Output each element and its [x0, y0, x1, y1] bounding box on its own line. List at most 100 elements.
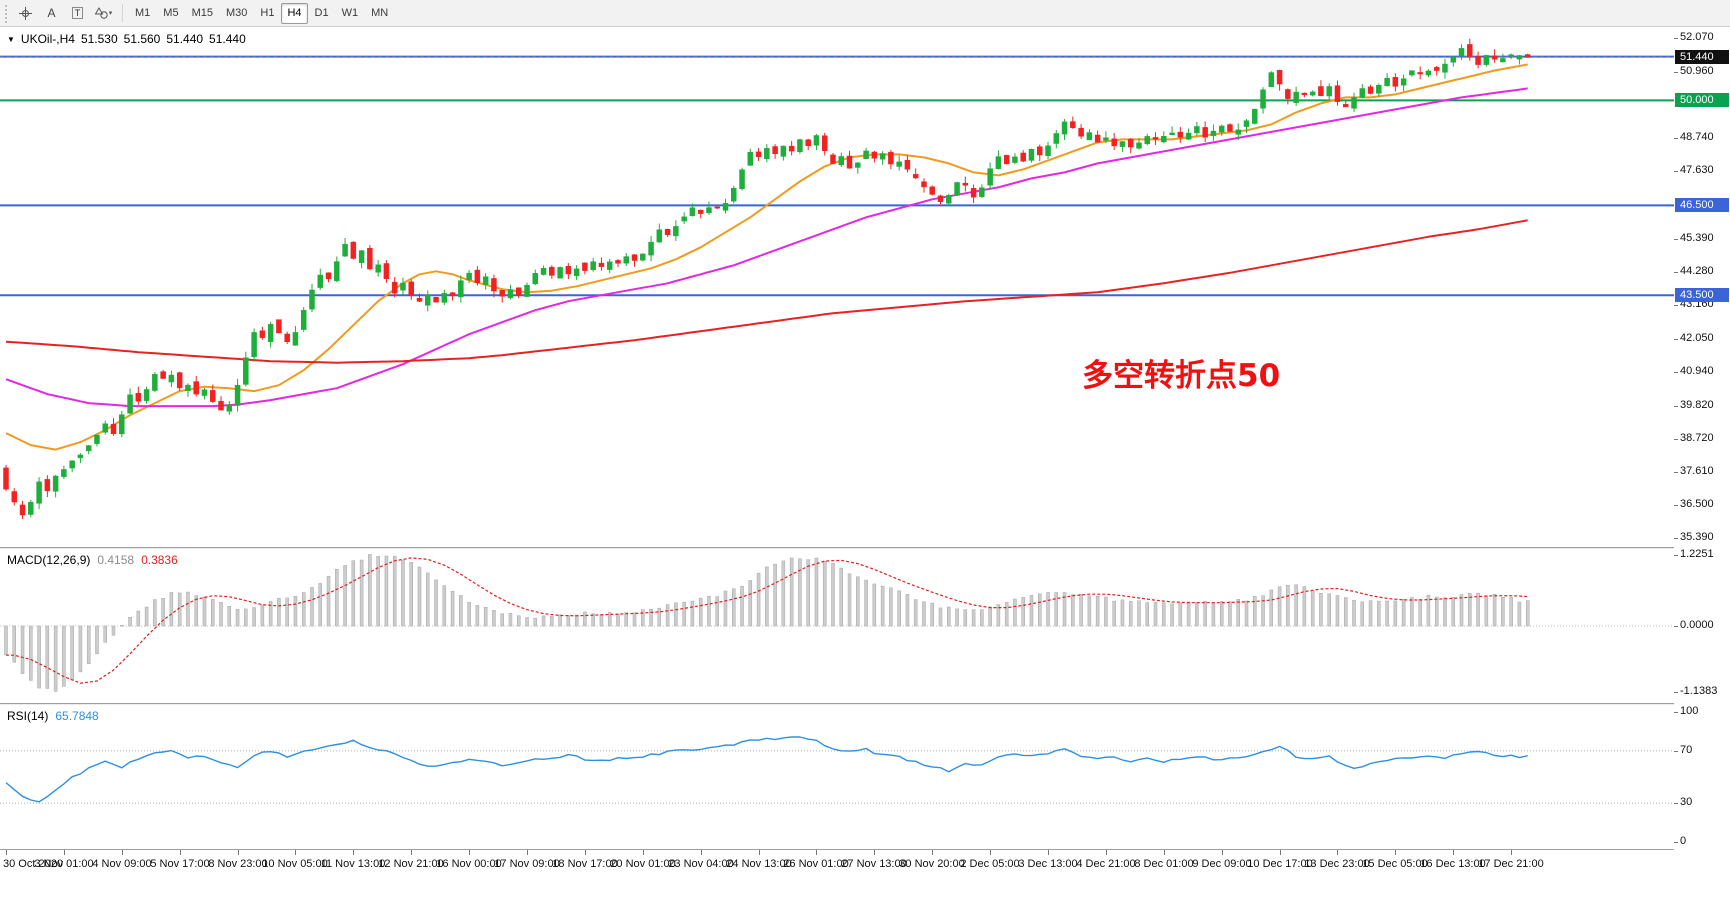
time-axis-tick [64, 850, 65, 855]
time-axis-label: 18 Nov 17:00 [552, 858, 618, 870]
time-axis-label: 5 Nov 17:00 [150, 858, 210, 870]
chart-header: ▼ UKOil-,H4 51.530 51.560 51.440 51.440 [7, 32, 246, 46]
time-axis-label: 8 Nov 23:00 [208, 858, 268, 870]
time-axis-tick [1280, 850, 1281, 855]
macd-histogram [4, 554, 1530, 692]
shapes-icon [94, 7, 108, 19]
time-axis-tick [1337, 850, 1338, 855]
rsi-name: RSI(14) [7, 709, 49, 723]
crosshair-tool-button[interactable] [13, 2, 38, 25]
time-axis-tick [411, 850, 412, 855]
time-axis-label: 26 Nov 01:00 [783, 858, 849, 870]
timeframe-button-m5[interactable]: M5 [157, 3, 184, 24]
price-axis-label: 37.610 [1680, 464, 1714, 477]
time-axis-tick [180, 850, 181, 855]
time-axis-tick [295, 850, 296, 855]
macd-scale-label: 0.0000 [1680, 619, 1714, 631]
time-axis-label: 30 Nov 20:00 [899, 858, 965, 870]
timeframe-button-w1[interactable]: W1 [336, 3, 365, 24]
time-axis-tick [1106, 850, 1107, 855]
macd-pane[interactable] [0, 549, 1674, 703]
axis-tick [1674, 692, 1678, 694]
time-axis-label: 3 Dec 13:00 [1018, 858, 1078, 870]
time-axis-label: 17 Dec 21:00 [1478, 858, 1544, 870]
timeframe-button-h4[interactable]: H4 [281, 2, 308, 24]
time-axis-label: 9 Dec 09:00 [1192, 858, 1252, 870]
time-axis-label: 10 Nov 05:00 [262, 858, 328, 870]
time-axis-label: 11 Nov 13:00 [320, 858, 386, 870]
axis-tick [1674, 38, 1678, 40]
price-axis-label: 50.960 [1680, 64, 1714, 77]
time-axis-tick [816, 850, 817, 855]
toolbar-separator [122, 4, 123, 22]
time-axis-label: 2 Dec 05:00 [960, 858, 1020, 870]
timeframe-button-d1[interactable]: D1 [309, 3, 335, 24]
rsi-indicator-label: RSI(14) 65.7848 [7, 709, 99, 723]
pane-separator[interactable] [0, 547, 1730, 549]
price-axis[interactable]: 52.070 50.960 48.740 47.630 45.390 44.280 43.1… [1674, 27, 1730, 897]
time-axis-label: 8 Dec 01:00 [1134, 858, 1194, 870]
time-axis-tick [353, 850, 354, 855]
price-axis-label: 42.050 [1680, 331, 1714, 344]
timeframe-button-m1[interactable]: M1 [129, 3, 156, 24]
timeframe-button-m15[interactable]: M15 [186, 3, 219, 24]
time-axis-tick [1395, 850, 1396, 855]
time-axis-tick [1453, 850, 1454, 855]
chart-text-annotation[interactable]: 多空转折点50 [1082, 358, 1281, 394]
time-axis-label: 10 Dec 17:00 [1247, 858, 1313, 870]
ma-line-slow-red [5, 219, 1528, 364]
text-label-tool-button[interactable]: T [65, 2, 90, 25]
time-axis-tick [238, 850, 239, 855]
time-axis-label: 4 Dec 21:00 [1076, 858, 1136, 870]
price-axis-label: 38.720 [1680, 431, 1714, 444]
axis-tick [1674, 405, 1678, 407]
time-axis-label: 15 Dec 05:00 [1362, 858, 1428, 870]
timeframe-button-mn[interactable]: MN [365, 3, 394, 24]
axis-tick [1674, 711, 1678, 713]
dropdown-caret-icon: ▾ [108, 10, 113, 17]
ma-line-fast-orange [5, 63, 1528, 451]
time-axis-label: 16 Nov 00:00 [436, 858, 502, 870]
rsi-scale-label: 70 [1680, 743, 1693, 756]
rsi-scale-label: 100 [1680, 704, 1699, 717]
price-axis-label: 45.390 [1680, 231, 1714, 244]
axis-tick [1674, 138, 1678, 140]
time-axis-label: 13 Dec 23:00 [1304, 858, 1370, 870]
price-chart-pane[interactable] [0, 27, 1674, 547]
price-axis-label: 35.390 [1680, 531, 1714, 544]
ma-line-medium-magenta [5, 87, 1528, 408]
time-axis-tick [643, 850, 644, 855]
shapes-tool-button[interactable]: ▾ [91, 2, 116, 25]
pane-separator [0, 849, 1730, 850]
macd-scale-label: 1.2251 [1680, 547, 1714, 560]
toolbar-drag-handle[interactable] [2, 3, 10, 23]
pane-separator[interactable] [0, 703, 1730, 705]
top-toolbar: A T ▾ M1 M5 M15 M30 H1 H4 D1 W1 MN [0, 0, 1730, 27]
axis-tick [1674, 626, 1678, 627]
price-axis-label: 39.820 [1680, 398, 1714, 411]
axis-tick [1674, 171, 1678, 173]
axis-tick [1674, 371, 1678, 373]
price-axis-label: 47.630 [1680, 164, 1714, 177]
timeframe-button-m30[interactable]: M30 [220, 3, 253, 24]
collapse-triangle-icon[interactable]: ▼ [7, 34, 15, 44]
time-axis-tick [701, 850, 702, 855]
rsi-scale-label: 30 [1680, 796, 1693, 809]
axis-tick [1674, 338, 1678, 340]
axis-tick [1674, 305, 1678, 307]
timeframe-button-h1[interactable]: H1 [254, 3, 280, 24]
price-axis-label: 36.500 [1680, 498, 1714, 511]
time-axis-tick [6, 850, 7, 855]
font-tool-button[interactable]: A [39, 2, 64, 25]
time-axis-tick [585, 850, 586, 855]
time-axis-tick [527, 850, 528, 855]
time-axis[interactable]: 30 Oct 2020 3 Nov 01:00 4 Nov 09:00 5 Nov 1… [0, 850, 1674, 897]
ohlc-open: 51.530 [80, 32, 118, 46]
rsi-pane[interactable] [0, 705, 1674, 849]
axis-tick [1674, 803, 1678, 805]
time-axis-label: 4 Nov 09:00 [92, 858, 152, 870]
text-label-icon: T [71, 7, 84, 19]
time-axis-tick [932, 850, 933, 855]
time-axis-tick [1222, 850, 1223, 855]
price-badge-43.500: 43.500 [1675, 288, 1729, 303]
